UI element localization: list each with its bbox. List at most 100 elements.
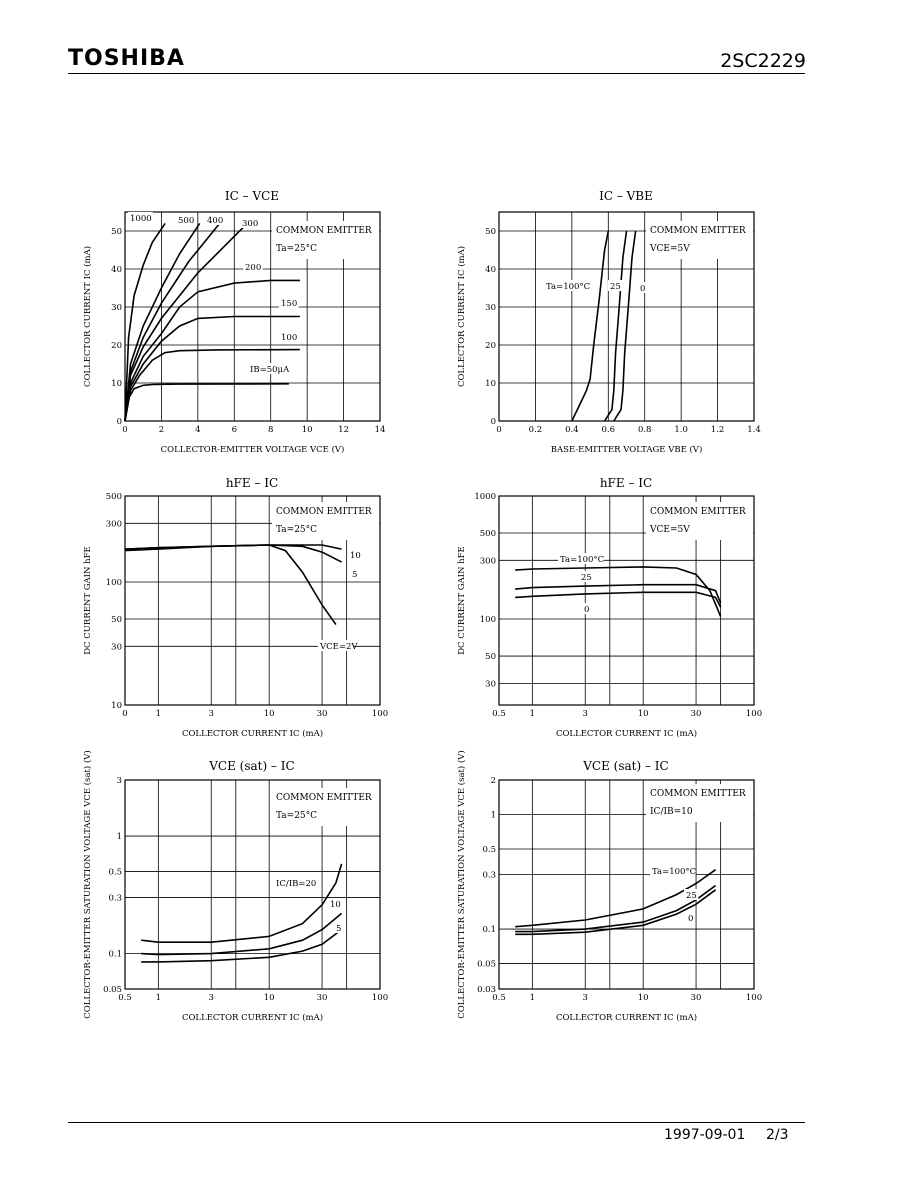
x-tick-label: 0: [496, 425, 501, 435]
annotation-2: IC/IB=10: [650, 807, 693, 817]
series-label-2: 25: [610, 282, 621, 292]
series-line-6: [124, 315, 300, 422]
chart-title: VCE (sat) – IC: [208, 759, 294, 773]
x-axis-label: BASE-EMITTER VOLTAGE VBE (V): [551, 444, 703, 455]
x-tick-label: 0.8: [638, 425, 652, 435]
series-label-1: 10: [350, 551, 361, 561]
series-line-8: [124, 383, 289, 422]
series-line-3: [141, 928, 343, 963]
chart-5: COMMON EMITTER Ta=25°C 0.5 1 3 10 30 100 0.05 0.1…: [82, 750, 388, 1023]
x-tick-label: 10: [264, 993, 275, 1003]
chart-4: COMMON EMITTER VCE=5V 0.5 1 3 10 30 100 30 50 100 3…: [457, 476, 762, 739]
annotation-1: COMMON EMITTER: [276, 507, 372, 517]
series-label-3: 5: [336, 924, 341, 934]
legend-box: [646, 221, 753, 259]
legend-box: [272, 221, 379, 259]
series-label-6: 150: [281, 299, 297, 309]
series-line-1: [124, 222, 166, 422]
series-label-2: 25: [581, 573, 592, 583]
x-tick-label: 3: [209, 709, 214, 719]
series-label-bg: [608, 280, 623, 291]
series-line-3: [613, 230, 637, 422]
y-tick-label: 40: [485, 265, 496, 275]
y-tick-label: 0.03: [477, 985, 496, 995]
series-line-1: [571, 230, 610, 422]
chart-grid: [125, 496, 380, 705]
series-label-3: VCE=2V: [319, 642, 358, 652]
y-axis-label: COLLECTOR CURRENT IC (mA): [456, 246, 467, 387]
series-label-2: 500: [178, 216, 194, 226]
series-label-bg: [274, 877, 320, 888]
annotation-1: COMMON EMITTER: [650, 507, 746, 517]
chart-title: IC – VBE: [599, 189, 653, 203]
header-divider: [68, 73, 805, 74]
plot-frame: [124, 779, 381, 990]
chart-title: IC – VCE: [225, 189, 279, 203]
y-tick-label: 10: [111, 379, 122, 389]
series-label-bg: [328, 898, 343, 909]
plot-frame: [498, 779, 755, 990]
series-label-bg: [350, 568, 360, 579]
y-tick-label: 30: [111, 303, 122, 313]
annotation-2: Ta=25°C: [276, 811, 317, 821]
y-tick-label: 20: [111, 341, 122, 351]
series-label-2: 5: [352, 570, 357, 580]
y-tick-label: 0.1: [482, 925, 496, 935]
plot-frame: [124, 211, 381, 422]
annotation-1: COMMON EMITTER: [276, 226, 372, 236]
chart-2: COMMON EMITTER VCE=5V 0 0.2 0.4 0.6 0.8 1.0 1.2 1…: [456, 189, 761, 455]
y-tick-label: 0: [117, 417, 122, 427]
series-label-1: Ta=100°C: [546, 282, 590, 292]
series-label-bg: [558, 553, 604, 564]
series-label-bg: [544, 280, 590, 291]
y-tick-label: 50: [111, 227, 122, 237]
series-label-bg: [176, 214, 196, 225]
x-tick-label: 10: [638, 709, 649, 719]
series-label-2: 10: [330, 900, 341, 910]
y-tick-label: 300: [106, 519, 122, 529]
x-axis-label: COLLECTOR-EMITTER VOLTAGE VCE (V): [161, 444, 345, 455]
annotation-2: Ta=25°C: [276, 244, 317, 254]
series-label-bg: [279, 331, 299, 342]
series-label-bg: [240, 217, 260, 228]
x-tick-label: 0.5: [492, 709, 506, 719]
annotation-1: COMMON EMITTER: [276, 793, 372, 803]
chart-title: hFE – IC: [226, 476, 278, 490]
y-tick-label: 30: [485, 303, 496, 313]
series-label-1: 1000: [130, 214, 152, 224]
series-line-2: [141, 912, 343, 956]
x-tick-label: 30: [317, 709, 328, 719]
x-axis-label: COLLECTOR CURRENT IC (mA): [182, 1012, 323, 1023]
x-tick-label: 8: [268, 425, 273, 435]
y-axis-label: DC CURRENT GAIN hFE: [457, 546, 467, 655]
x-tick-label: 0: [122, 425, 127, 435]
x-tick-label: 0.5: [492, 993, 506, 1003]
y-tick-label: 0.05: [103, 985, 122, 995]
series-label-bg: [579, 571, 594, 582]
series-line-3: [515, 889, 717, 936]
x-tick-label: 30: [691, 709, 702, 719]
x-tick-label: 1: [530, 993, 535, 1003]
plot-frame: [124, 495, 381, 706]
x-tick-label: 100: [746, 993, 762, 1003]
y-tick-label: 0.5: [482, 845, 496, 855]
annotation-2: Ta=25°C: [276, 525, 317, 535]
series-label-7: 100: [281, 333, 297, 343]
series-label-bg: [686, 912, 696, 923]
series-label-1: IC/IB=20: [276, 879, 316, 889]
legend-box: [272, 502, 379, 540]
x-axis-label: COLLECTOR CURRENT IC (mA): [556, 728, 697, 739]
x-tick-label: 0: [122, 709, 127, 719]
series-label-bg: [684, 889, 699, 900]
y-tick-label: 10: [111, 701, 122, 711]
y-axis-label: DC CURRENT GAIN hFE: [83, 546, 93, 655]
x-tick-label: 0.4: [565, 425, 579, 435]
x-tick-label: 3: [583, 709, 588, 719]
series-line-7: [124, 348, 300, 422]
series-label-bg: [318, 640, 354, 651]
annotation-1: COMMON EMITTER: [650, 226, 746, 236]
series-label-3: 0: [688, 914, 693, 924]
footer-page: 2/3: [766, 1127, 789, 1143]
series-label-bg: [248, 363, 289, 374]
